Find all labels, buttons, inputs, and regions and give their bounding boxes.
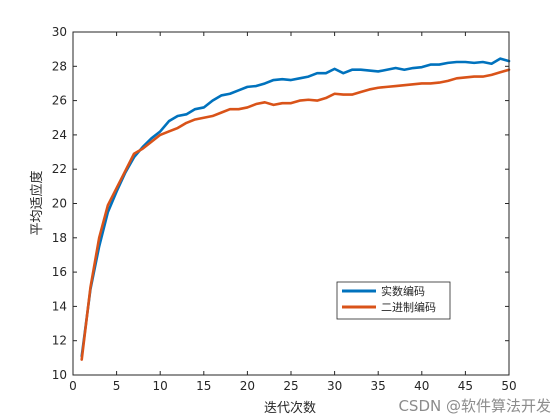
y-tick-label: 28 <box>52 59 67 73</box>
y-tick-label: 14 <box>52 299 67 313</box>
y-tick-label: 12 <box>52 334 67 348</box>
x-tick-label: 5 <box>113 379 121 393</box>
series-line-binary <box>80 68 511 361</box>
y-axis-title: 平均适应度 <box>29 170 45 235</box>
y-tick-label: 22 <box>52 162 67 176</box>
y-tick-label: 16 <box>52 265 67 279</box>
plot-area <box>73 32 509 375</box>
x-tick-label: 40 <box>414 379 429 393</box>
legend-box <box>336 281 451 320</box>
y-tick-label: 18 <box>52 231 67 245</box>
y-tick-label: 20 <box>52 197 67 211</box>
y-tick-label: 10 <box>52 368 67 382</box>
series-line-real <box>80 57 511 358</box>
x-tick-label: 20 <box>240 379 255 393</box>
x-tick-label: 30 <box>327 379 342 393</box>
series-layer <box>80 57 511 361</box>
x-tick-label: 10 <box>153 379 168 393</box>
x-tick-label: 45 <box>458 379 473 393</box>
x-tick-label: 0 <box>69 379 77 393</box>
x-tick-label: 50 <box>501 379 516 393</box>
watermark: CSDN @软件算法开发 <box>398 397 551 415</box>
x-tick-label: 25 <box>283 379 298 393</box>
legend: 实数编码 二进制编码 <box>336 281 451 320</box>
y-tick-label: 26 <box>52 94 67 108</box>
x-tick-label: 35 <box>371 379 386 393</box>
x-tick-label: 15 <box>196 379 211 393</box>
tick-labels-layer: 0 5 10 15 20 25 30 35 40 45 50 10 12 14 16 18 20 22 24 26 28… <box>52 25 517 393</box>
y-tick-label: 30 <box>52 25 67 39</box>
legend-label-real: 实数编码 <box>381 284 425 298</box>
ticks-layer <box>72 31 510 376</box>
legend-label-binary: 二进制编码 <box>381 300 436 314</box>
x-axis-title: 迭代次数 <box>264 400 316 416</box>
y-tick-label: 24 <box>52 128 67 142</box>
